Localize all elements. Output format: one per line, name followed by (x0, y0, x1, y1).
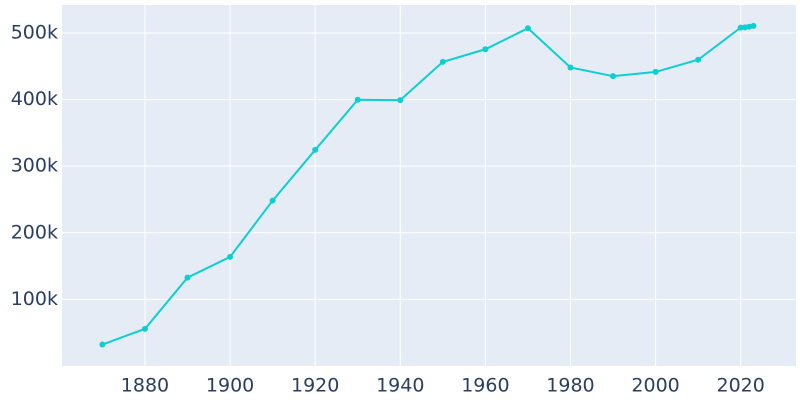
data-point (652, 68, 659, 75)
x-tick-label: 1940 (376, 375, 424, 397)
data-point (227, 253, 234, 260)
x-tick-label: 1880 (121, 375, 169, 397)
x-tick-label: 1960 (461, 375, 509, 397)
data-point (397, 97, 404, 104)
x-tick-label: 1920 (291, 375, 339, 397)
data-point (482, 46, 489, 53)
data-point (750, 22, 757, 29)
x-tick-label: 2000 (631, 375, 679, 397)
x-tick-label: 1980 (546, 375, 594, 397)
data-point (354, 96, 361, 103)
data-point (567, 64, 574, 71)
data-point (99, 341, 106, 348)
data-point (524, 25, 531, 32)
data-point (141, 325, 148, 332)
plot-background (62, 5, 796, 366)
x-tick-label: 1900 (206, 375, 254, 397)
y-tick-label: 200k (11, 221, 58, 243)
data-point (184, 274, 191, 281)
y-tick-label: 500k (11, 21, 58, 43)
y-tick-label: 400k (11, 88, 58, 110)
x-tick-label: 2020 (717, 375, 765, 397)
y-tick-label: 300k (11, 155, 58, 177)
data-point (439, 58, 446, 65)
data-point (610, 73, 617, 80)
data-point (695, 56, 702, 63)
data-point (737, 24, 744, 31)
y-tick-label: 100k (11, 288, 58, 310)
data-point (312, 146, 319, 153)
data-point (269, 197, 276, 204)
